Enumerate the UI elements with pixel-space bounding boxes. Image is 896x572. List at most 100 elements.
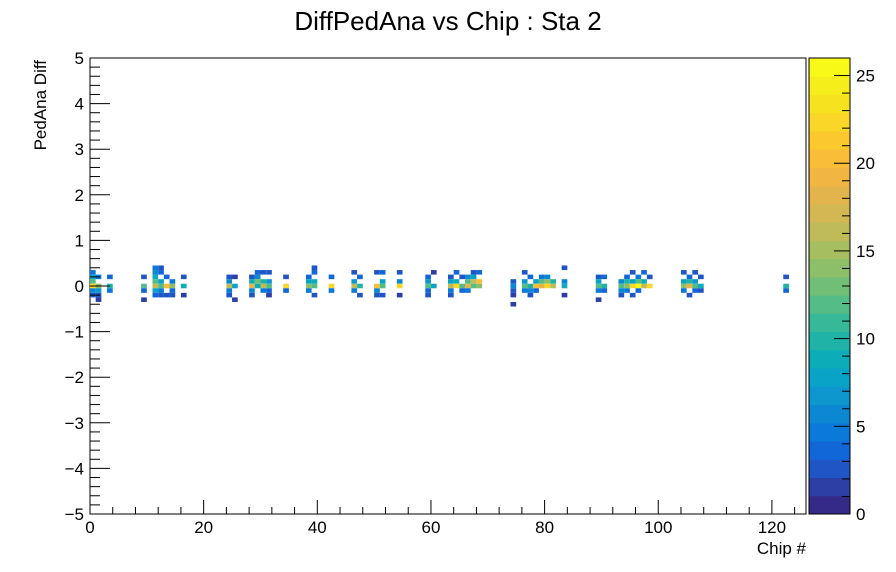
heatmap-bin [425, 274, 431, 280]
heatmap-bin [152, 279, 159, 284]
heatmap-bin [698, 274, 704, 280]
heatmap-bin [158, 270, 164, 275]
heatmap-bin [510, 301, 517, 307]
heatmap-bin [158, 292, 164, 298]
heatmap-bin [601, 283, 608, 289]
heatmap-bins [90, 265, 789, 307]
heatmap-bin [396, 283, 403, 289]
heatmap-bin [680, 279, 687, 284]
heatmap-bin [254, 274, 261, 280]
heatmap-bin [635, 279, 642, 284]
colorbar-segment [809, 404, 850, 424]
heatmap-bin [425, 288, 431, 293]
heatmap-bin [430, 283, 437, 289]
heatmap-bin [686, 283, 693, 289]
heatmap-bin [152, 288, 159, 293]
heatmap-bin [448, 288, 454, 293]
heatmap-bin [180, 283, 187, 289]
heatmap-bin [351, 288, 358, 293]
heatmap-bin [459, 274, 466, 280]
heatmap-bin [158, 279, 164, 284]
heatmap-bin [249, 288, 255, 293]
heatmap-bin [311, 265, 318, 271]
heatmap-bin [618, 283, 625, 289]
y-tick-label: −3 [65, 414, 84, 433]
heatmap-bin [90, 270, 96, 275]
y-axis-title: PedAna Diff [31, 60, 50, 151]
heatmap-bin [357, 283, 363, 289]
heatmap-bin [459, 283, 466, 289]
heatmap-bin [169, 279, 176, 284]
heatmap-bin [163, 283, 170, 289]
heatmap-bin [396, 270, 403, 275]
heatmap-bin [90, 279, 96, 284]
colorbar-segment [809, 130, 850, 150]
heatmap-bin [510, 279, 517, 284]
heatmap-bin [249, 274, 255, 280]
heatmap-bin [374, 283, 380, 289]
heatmap-bin [351, 279, 358, 284]
heatmap-bin [635, 274, 642, 280]
heatmap-bin [357, 292, 363, 298]
colorbar-segment [809, 368, 850, 387]
heatmap-bin [379, 270, 386, 275]
heatmap-bin [453, 279, 460, 284]
colorbar-segment [809, 240, 850, 260]
chart-title: DiffPedAna vs Chip : Sta 2 [294, 6, 601, 36]
y-tick-label: 5 [75, 49, 84, 68]
heatmap-bin [783, 274, 789, 280]
y-tick-label: 4 [75, 95, 84, 114]
heatmap-bin [180, 274, 187, 280]
heatmap-bin [448, 283, 454, 289]
colorbar-tick-label: 15 [856, 242, 875, 261]
colorbar-segment [809, 185, 850, 205]
heatmap-bin [266, 288, 272, 293]
heatmap-bin [510, 283, 517, 289]
heatmap-bin [379, 279, 386, 284]
heatmap-bin [152, 265, 159, 271]
colorbar-segment [809, 58, 850, 77]
colorbar-segment [809, 203, 850, 223]
color-scale-bar: 0 5 10 15 20 25 [808, 57, 875, 524]
heatmap-bin [533, 279, 539, 284]
heatmap-bin [379, 292, 386, 298]
heatmap-bin [692, 279, 699, 284]
heatmap-bin [595, 283, 602, 289]
heatmap-bin [680, 288, 687, 293]
heatmap-bin [618, 279, 625, 284]
colorbar-segment [809, 459, 850, 479]
heatmap-bin [311, 292, 318, 298]
colorbar-segment [809, 112, 850, 132]
heatmap-bin [595, 297, 602, 302]
heatmap-bin [169, 292, 176, 298]
x-tick-label: 20 [194, 518, 213, 537]
heatmap-bin [521, 283, 528, 289]
heatmap-bin [465, 279, 471, 284]
heatmap-bin [470, 283, 477, 289]
heatmap-bin [698, 288, 704, 293]
heatmap-bin [470, 274, 477, 280]
heatmap-bin [641, 270, 647, 275]
heatmap-bin [641, 279, 647, 284]
heatmap-bin [226, 274, 233, 280]
heatmap-bin [249, 279, 255, 284]
heatmap-bin [305, 274, 312, 280]
colorbar-segment [809, 441, 850, 460]
heatmap-bin [544, 283, 551, 289]
heatmap-bin [283, 283, 289, 289]
heatmap-bin [629, 279, 636, 284]
heatmap-bin [692, 270, 699, 275]
heatmap-bin [783, 283, 789, 289]
heatmap-bin [180, 292, 187, 298]
heatmap-bin [141, 288, 147, 293]
heatmap-bin [646, 274, 653, 280]
heatmap-bin [601, 288, 608, 293]
heatmap-bin [641, 283, 647, 289]
x-tick-label: 80 [535, 518, 554, 537]
heatmap-bin [646, 283, 653, 289]
heatmap-bin [163, 274, 170, 280]
heatmap-bin [283, 288, 289, 293]
heatmap-bin [254, 270, 261, 275]
heatmap-bin [283, 274, 289, 280]
heatmap-bin [448, 274, 454, 280]
